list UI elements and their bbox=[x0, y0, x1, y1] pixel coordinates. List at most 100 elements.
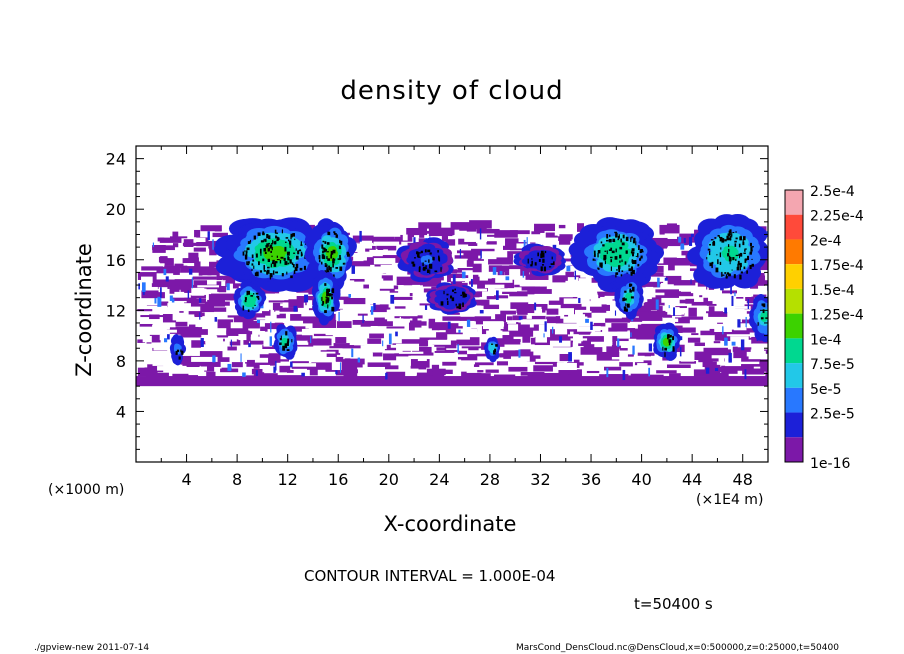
contour-line bbox=[626, 303, 630, 308]
density-patch bbox=[505, 238, 519, 247]
density-patch bbox=[445, 326, 463, 335]
clear-gap bbox=[567, 277, 579, 283]
density-patch bbox=[290, 344, 314, 347]
density-patch bbox=[740, 328, 765, 333]
density-patch bbox=[733, 350, 747, 359]
density-fleck bbox=[568, 352, 572, 362]
density-patch bbox=[402, 339, 411, 345]
density-patch bbox=[342, 345, 365, 349]
contour-line bbox=[326, 256, 328, 260]
contour-line bbox=[322, 240, 325, 243]
contour-line bbox=[332, 274, 335, 279]
contour-line bbox=[274, 261, 278, 264]
density-patch bbox=[192, 276, 217, 280]
density-patch bbox=[619, 362, 633, 367]
clear-gap bbox=[465, 305, 484, 314]
contour-line bbox=[662, 346, 664, 351]
contour-line bbox=[639, 258, 642, 261]
contour-line bbox=[299, 249, 301, 251]
density-fleck bbox=[731, 341, 736, 346]
density-fleck bbox=[154, 297, 157, 304]
contour-line bbox=[714, 237, 717, 239]
density-patch bbox=[691, 333, 699, 336]
contour-line bbox=[263, 238, 265, 241]
density-patch bbox=[649, 237, 668, 243]
density-patch bbox=[175, 321, 188, 327]
clear-gap bbox=[391, 312, 418, 317]
density-patch bbox=[627, 354, 634, 357]
clear-gap bbox=[158, 287, 168, 293]
density-patch bbox=[509, 230, 530, 235]
contour-line bbox=[291, 262, 294, 266]
density-patch bbox=[187, 257, 199, 263]
clear-gap bbox=[645, 294, 652, 300]
clear-gap bbox=[136, 298, 160, 306]
clear-gap bbox=[191, 356, 218, 362]
density-fleck bbox=[293, 305, 298, 312]
density-patch bbox=[169, 327, 186, 334]
density-patch bbox=[436, 332, 448, 340]
density-fleck bbox=[690, 233, 694, 238]
density-patch bbox=[169, 285, 180, 294]
density-patch bbox=[657, 302, 665, 306]
density-fleck bbox=[544, 321, 547, 332]
contour-line bbox=[279, 337, 282, 341]
density-patch bbox=[742, 368, 765, 375]
cloud-cell bbox=[304, 218, 357, 291]
density-patch bbox=[516, 305, 538, 314]
contour-line bbox=[295, 255, 299, 260]
density-fleck bbox=[543, 333, 545, 338]
density-fleck bbox=[212, 239, 214, 250]
clear-gap bbox=[561, 262, 575, 266]
density-patch bbox=[194, 314, 203, 318]
contour-line bbox=[490, 343, 494, 345]
contour-line bbox=[257, 232, 261, 236]
density-patch bbox=[386, 344, 403, 353]
contour-line bbox=[769, 327, 771, 330]
density-patch bbox=[444, 269, 462, 273]
density-fleck bbox=[335, 370, 338, 375]
density-fleck bbox=[240, 353, 242, 362]
contour-line bbox=[632, 240, 636, 244]
density-patch bbox=[461, 354, 478, 361]
contour-line bbox=[735, 237, 738, 240]
clear-gap bbox=[259, 364, 271, 369]
clear-gap bbox=[229, 355, 248, 363]
density-patch bbox=[436, 347, 447, 351]
clear-gap bbox=[540, 283, 547, 287]
density-patch bbox=[608, 327, 627, 332]
density-fleck bbox=[479, 228, 482, 240]
contour-line bbox=[719, 261, 722, 265]
contour-line bbox=[291, 339, 293, 343]
clear-gap bbox=[167, 303, 191, 310]
clear-gap bbox=[507, 321, 517, 324]
contour-line bbox=[629, 288, 632, 291]
contour-line bbox=[712, 242, 716, 246]
density-fleck bbox=[413, 237, 416, 247]
density-patch bbox=[211, 357, 237, 362]
clear-gap bbox=[480, 251, 497, 260]
density-patch bbox=[681, 316, 704, 320]
contour-line bbox=[260, 251, 262, 256]
density-patch bbox=[379, 287, 394, 291]
density-patch bbox=[674, 291, 694, 297]
contour-line bbox=[322, 247, 325, 250]
contour-line bbox=[740, 271, 743, 274]
contour-line bbox=[667, 334, 669, 337]
contour-line bbox=[327, 270, 330, 274]
density-patch bbox=[180, 326, 199, 332]
contour-line bbox=[246, 290, 249, 296]
density-patch bbox=[700, 330, 715, 336]
density-patch bbox=[428, 318, 436, 328]
contour-line bbox=[637, 253, 639, 258]
density-fleck bbox=[724, 337, 728, 346]
cloud-cell bbox=[687, 214, 768, 289]
density-fleck bbox=[269, 336, 272, 346]
clear-gap bbox=[637, 363, 648, 367]
density-patch bbox=[343, 297, 366, 305]
contour-line bbox=[275, 235, 277, 239]
density-patch bbox=[502, 291, 519, 295]
contour-line bbox=[603, 258, 606, 261]
clear-gap bbox=[396, 343, 420, 351]
density-fleck bbox=[458, 329, 461, 333]
